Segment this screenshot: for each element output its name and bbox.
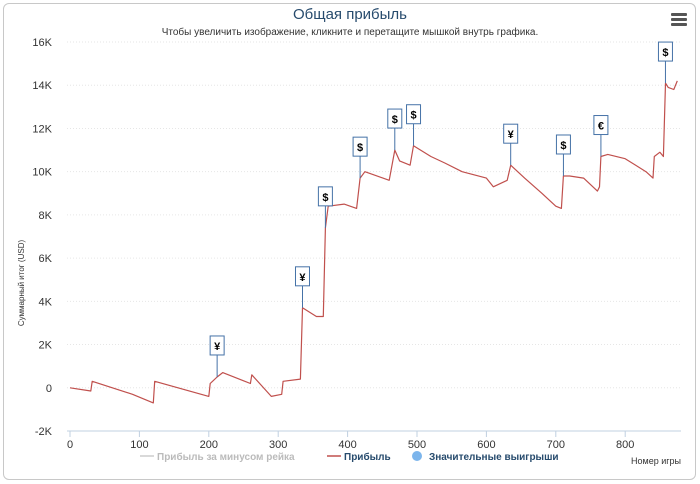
flag-box bbox=[555, 134, 571, 155]
y-tick-label: 2K bbox=[39, 340, 53, 352]
y-tick-label: 14K bbox=[32, 80, 52, 92]
flag-currency: ¥ bbox=[508, 129, 515, 141]
x-tick-label: 300 bbox=[269, 439, 287, 451]
y-axis-ticks: -2K 0 2K 4K 6K 8K 10K 12K 14K 16K bbox=[32, 37, 52, 438]
legend-label: Значительные выигрыши bbox=[429, 452, 559, 463]
big-win-flag[interactable]: $ bbox=[352, 136, 368, 179]
flag-box bbox=[352, 136, 368, 157]
big-win-flag[interactable]: $ bbox=[317, 186, 333, 228]
flag-currency: ¥ bbox=[214, 341, 221, 353]
legend-item[interactable]: Прибыль за минусом рейка bbox=[140, 451, 295, 463]
flag-currency: ¥ bbox=[299, 272, 306, 284]
chart-title: Общая прибыль bbox=[292, 6, 408, 23]
flag-box bbox=[294, 266, 310, 287]
y-axis-label: Суммарный итог (USD) bbox=[17, 240, 26, 327]
flag-currency: $ bbox=[357, 142, 363, 154]
legend-marker bbox=[412, 451, 422, 461]
flag-currency: $ bbox=[662, 47, 668, 59]
chart-subtitle: Чтобы увеличить изображение, кликните и … bbox=[161, 27, 539, 38]
y-tick-label: 8K bbox=[39, 210, 53, 222]
x-tick-label: 400 bbox=[338, 439, 356, 451]
x-axis-label: Номер игры bbox=[631, 456, 681, 466]
series-line-profit bbox=[69, 80, 678, 404]
chart-frame bbox=[3, 3, 696, 480]
flag-currency: € bbox=[598, 121, 604, 133]
y-tick-label: 12K bbox=[32, 123, 52, 135]
big-win-flag[interactable]: $ bbox=[555, 134, 571, 176]
legend-item[interactable]: Значительные выигрыши bbox=[412, 451, 559, 463]
x-axis: 0 100 200 300 400 500 600 700 800 bbox=[67, 430, 681, 451]
flag-box bbox=[406, 104, 422, 125]
legend-item[interactable]: Прибыль bbox=[327, 451, 391, 463]
legend-label: Прибыль за минусом рейка bbox=[157, 451, 295, 463]
flag-box bbox=[317, 186, 333, 207]
flag-currency: $ bbox=[410, 110, 416, 122]
x-tick-label: 100 bbox=[130, 439, 148, 451]
flag-box bbox=[657, 41, 673, 62]
flag-currency: $ bbox=[560, 140, 566, 152]
grid-lines bbox=[67, 41, 681, 432]
x-tick-label: 600 bbox=[477, 439, 495, 451]
x-tick-label: 800 bbox=[616, 439, 634, 451]
y-tick-label: 4K bbox=[39, 296, 53, 308]
x-tick-label: 200 bbox=[200, 439, 218, 451]
y-tick-label: 10K bbox=[32, 167, 52, 179]
y-tick-label: 6K bbox=[39, 253, 53, 265]
y-tick-label: -2K bbox=[35, 426, 53, 438]
flag-box bbox=[593, 115, 609, 136]
series-group bbox=[69, 80, 678, 404]
big-win-flag[interactable]: $ bbox=[387, 108, 403, 151]
x-tick-label: 0 bbox=[67, 439, 73, 451]
big-win-flag[interactable]: € bbox=[593, 115, 609, 157]
flag-box bbox=[503, 123, 519, 144]
legend-label: Прибыль bbox=[344, 451, 391, 463]
x-tick-label: 500 bbox=[408, 439, 426, 451]
big-wins-flags[interactable]: ¥ ¥ $ $ $ $ ¥ $ € $ bbox=[209, 41, 673, 377]
flag-currency: $ bbox=[392, 114, 398, 126]
menu-icon[interactable] bbox=[671, 13, 687, 27]
big-win-flag[interactable]: $ bbox=[406, 104, 422, 146]
flag-box bbox=[209, 335, 225, 356]
flag-box bbox=[387, 108, 403, 129]
big-win-flag[interactable]: ¥ bbox=[294, 266, 310, 308]
flag-currency: $ bbox=[322, 192, 328, 204]
big-win-flag[interactable]: $ bbox=[657, 41, 673, 84]
y-tick-label: 0 bbox=[46, 383, 52, 395]
x-tick-label: 700 bbox=[547, 439, 565, 451]
big-win-flag[interactable]: ¥ bbox=[503, 123, 519, 166]
y-tick-label: 16K bbox=[32, 37, 52, 49]
legend[interactable]: Прибыль за минусом рейка Прибыль Значитель… bbox=[140, 451, 559, 463]
big-win-flag[interactable]: ¥ bbox=[209, 335, 225, 377]
